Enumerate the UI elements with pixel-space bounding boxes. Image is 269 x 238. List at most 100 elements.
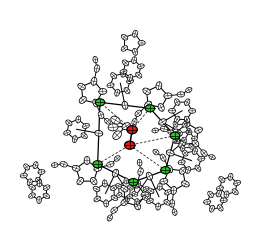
Ellipse shape <box>178 160 185 165</box>
Ellipse shape <box>216 190 221 197</box>
Ellipse shape <box>174 139 180 144</box>
Ellipse shape <box>209 154 215 160</box>
Ellipse shape <box>115 89 120 96</box>
Ellipse shape <box>192 148 197 155</box>
Ellipse shape <box>116 183 122 188</box>
Ellipse shape <box>179 167 186 174</box>
Ellipse shape <box>195 165 201 171</box>
Ellipse shape <box>174 116 180 123</box>
Ellipse shape <box>77 178 84 185</box>
Ellipse shape <box>189 144 194 149</box>
Ellipse shape <box>33 162 38 169</box>
Ellipse shape <box>204 199 211 204</box>
Ellipse shape <box>105 119 110 124</box>
Ellipse shape <box>156 203 161 210</box>
Ellipse shape <box>95 99 105 106</box>
Ellipse shape <box>201 150 207 157</box>
Ellipse shape <box>146 172 153 180</box>
Ellipse shape <box>160 178 168 184</box>
Ellipse shape <box>180 145 185 151</box>
Ellipse shape <box>131 183 137 187</box>
Ellipse shape <box>158 104 164 111</box>
Ellipse shape <box>170 132 180 139</box>
Ellipse shape <box>135 199 139 205</box>
Ellipse shape <box>93 99 99 107</box>
Ellipse shape <box>182 137 187 143</box>
Ellipse shape <box>147 198 153 203</box>
Ellipse shape <box>37 180 42 187</box>
Ellipse shape <box>177 92 185 97</box>
Ellipse shape <box>29 193 35 198</box>
Ellipse shape <box>111 207 118 213</box>
Ellipse shape <box>157 183 162 190</box>
Ellipse shape <box>132 57 137 64</box>
Ellipse shape <box>98 111 104 119</box>
Ellipse shape <box>102 180 107 187</box>
Ellipse shape <box>179 141 185 148</box>
Ellipse shape <box>111 185 117 191</box>
Ellipse shape <box>125 141 135 149</box>
Ellipse shape <box>111 116 120 124</box>
Ellipse shape <box>122 101 128 109</box>
Ellipse shape <box>136 181 141 187</box>
Ellipse shape <box>93 161 102 168</box>
Ellipse shape <box>144 101 152 108</box>
Ellipse shape <box>114 156 120 161</box>
Ellipse shape <box>72 136 77 143</box>
Ellipse shape <box>72 165 80 171</box>
Ellipse shape <box>134 180 140 188</box>
Ellipse shape <box>38 169 45 174</box>
Ellipse shape <box>186 167 191 174</box>
Ellipse shape <box>168 130 174 134</box>
Ellipse shape <box>37 196 41 203</box>
Ellipse shape <box>64 130 70 135</box>
Ellipse shape <box>143 88 150 94</box>
Ellipse shape <box>122 123 130 130</box>
Ellipse shape <box>217 205 223 211</box>
Ellipse shape <box>99 89 107 94</box>
Ellipse shape <box>165 190 171 195</box>
Ellipse shape <box>182 150 188 156</box>
Ellipse shape <box>94 165 102 171</box>
Ellipse shape <box>198 156 205 161</box>
Ellipse shape <box>192 136 198 140</box>
Ellipse shape <box>166 150 174 156</box>
Ellipse shape <box>182 122 187 127</box>
Ellipse shape <box>128 74 133 81</box>
Ellipse shape <box>208 191 213 198</box>
Ellipse shape <box>172 209 177 215</box>
Ellipse shape <box>164 93 172 99</box>
Ellipse shape <box>78 83 85 90</box>
Ellipse shape <box>166 165 173 173</box>
Ellipse shape <box>134 202 140 210</box>
Ellipse shape <box>84 156 90 164</box>
Ellipse shape <box>169 200 175 207</box>
Ellipse shape <box>127 126 137 134</box>
Ellipse shape <box>135 110 141 117</box>
Ellipse shape <box>160 154 166 161</box>
Ellipse shape <box>219 177 225 183</box>
Ellipse shape <box>153 149 159 155</box>
Ellipse shape <box>171 186 176 194</box>
Ellipse shape <box>184 119 190 127</box>
Ellipse shape <box>161 167 170 174</box>
Ellipse shape <box>95 130 103 136</box>
Ellipse shape <box>124 178 128 184</box>
Ellipse shape <box>224 191 229 198</box>
Ellipse shape <box>173 129 181 135</box>
Ellipse shape <box>112 169 119 177</box>
Ellipse shape <box>107 83 114 88</box>
Ellipse shape <box>121 46 128 51</box>
Ellipse shape <box>79 97 86 103</box>
Ellipse shape <box>36 177 42 184</box>
Ellipse shape <box>24 164 30 170</box>
Ellipse shape <box>184 116 190 123</box>
Ellipse shape <box>136 72 142 78</box>
Ellipse shape <box>121 35 128 40</box>
Ellipse shape <box>121 199 128 205</box>
Ellipse shape <box>195 127 203 133</box>
Ellipse shape <box>185 99 190 105</box>
Ellipse shape <box>43 185 50 190</box>
Ellipse shape <box>121 185 128 192</box>
Ellipse shape <box>66 120 72 126</box>
